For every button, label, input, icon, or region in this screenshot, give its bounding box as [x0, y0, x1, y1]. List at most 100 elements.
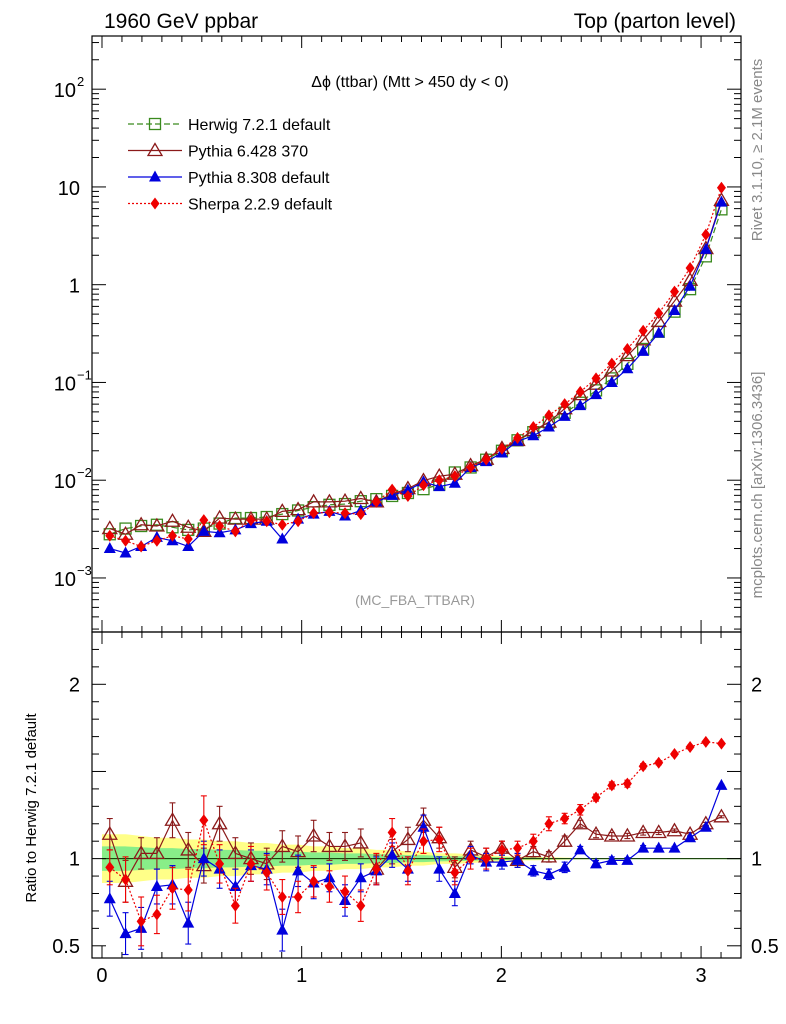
- ratio-point-pythia6: [321, 838, 338, 853]
- x-tick-label: 2: [496, 965, 507, 987]
- y-tick-label: 10 2: [54, 74, 84, 102]
- svg-text:10: 10: [54, 373, 76, 395]
- data-point-sherpa: [591, 372, 601, 385]
- ratio-point-sherpa: [607, 779, 617, 792]
- ratio-point-pythia8: [119, 927, 132, 939]
- legend-entry-sherpa: Sherpa 2.2.9 default: [128, 197, 333, 214]
- series-line-pythia6: [109, 200, 723, 535]
- data-point-pythia8: [605, 375, 618, 387]
- data-point-sherpa: [277, 518, 287, 531]
- data-point-sherpa: [403, 489, 413, 502]
- ratio-point-sherpa: [340, 885, 350, 898]
- data-point-pythia8: [637, 344, 650, 356]
- legend-label-herwig: Herwig 7.2.1 default: [188, 117, 331, 134]
- ratio-point-sherpa: [638, 760, 648, 773]
- ratio-point-pythia6: [556, 832, 573, 847]
- ratio-point-pythia8: [668, 841, 681, 853]
- data-point-sherpa: [324, 506, 334, 519]
- data-point-sherpa: [152, 534, 162, 547]
- header-right: Top (parton level): [574, 10, 736, 33]
- data-point-pythia6: [336, 492, 354, 507]
- svg-text:−2: −2: [77, 465, 92, 480]
- legend-label-pythia6: Pythia 6.428 370: [188, 144, 308, 161]
- ratio-point-sherpa: [466, 852, 476, 865]
- data-point-pythia6: [650, 313, 667, 328]
- main-series-layer: [101, 181, 730, 558]
- ratio-point-sherpa: [685, 741, 695, 754]
- data-point-sherpa: [716, 181, 726, 194]
- ratio-point-sherpa: [575, 803, 585, 816]
- ratio-point-sherpa: [591, 791, 601, 804]
- legend-entry-pythia8: Pythia 8.308 default: [128, 170, 330, 187]
- ratio-point-sherpa: [622, 777, 632, 790]
- ratio-point-pythia8: [542, 867, 555, 879]
- ratio-point-sherpa: [528, 835, 538, 848]
- ratio-point-pythia8: [292, 864, 305, 876]
- data-point-sherpa: [136, 540, 146, 553]
- ratio-line-pythia6: [109, 816, 722, 883]
- ratio-point-pythia8: [103, 892, 116, 904]
- y-tick-label: 10 −3: [54, 563, 92, 591]
- ratio-point-pythia8: [621, 853, 634, 865]
- ratio-y-tick-label: 1: [69, 849, 80, 871]
- series-line-sherpa: [109, 187, 722, 548]
- data-point-sherpa: [387, 483, 397, 496]
- ratio-point-sherpa: [670, 748, 680, 761]
- ratio-point-pythia6: [619, 827, 636, 842]
- data-point-sherpa: [638, 324, 648, 337]
- data-point-sherpa: [481, 453, 491, 466]
- watermark: (MC_FBA_TTBAR): [355, 592, 475, 608]
- data-point-sherpa: [685, 262, 695, 275]
- data-point-sherpa: [215, 520, 225, 533]
- data-point-pythia6: [180, 518, 197, 533]
- data-point-sherpa: [654, 307, 664, 320]
- data-point-pythia8: [684, 279, 697, 291]
- ratio-series-pythia8: [103, 778, 728, 956]
- x-tick-label: 3: [695, 965, 706, 987]
- svg-text:1: 1: [69, 276, 80, 298]
- ratio-point-pythia8: [386, 848, 399, 860]
- data-point-pythia6: [352, 490, 369, 505]
- ratio-point-pythia8: [715, 778, 728, 790]
- legend-label-pythia8: Pythia 8.308 default: [188, 170, 330, 187]
- x-tick-label: 1: [296, 965, 307, 987]
- svg-text:10: 10: [54, 569, 76, 591]
- ratio-point-pythia6: [572, 815, 589, 830]
- data-point-sherpa: [246, 514, 256, 527]
- ratio-point-pythia6: [635, 824, 652, 839]
- ratio-point-pythia8: [574, 843, 587, 855]
- data-point-pythia8: [668, 303, 681, 315]
- data-point-pythia8: [558, 409, 571, 421]
- data-point-sherpa: [293, 515, 303, 528]
- data-point-sherpa: [230, 525, 240, 538]
- ratio-y-tick-label: 0.5: [52, 936, 80, 958]
- ratio-line-sherpa: [109, 741, 722, 923]
- ratio-point-pythia6: [305, 827, 322, 842]
- ratio-point-pythia6: [101, 825, 118, 840]
- data-point-pythia8: [448, 476, 461, 488]
- data-point-sherpa: [199, 514, 209, 527]
- ratio-point-sherpa: [183, 884, 193, 897]
- ratio-point-pythia8: [354, 871, 367, 883]
- data-point-sherpa: [167, 529, 177, 542]
- ratio-point-pythia8: [433, 862, 446, 874]
- ratio-point-pythia6: [603, 827, 620, 842]
- data-point-pythia6: [635, 331, 652, 346]
- ratio-point-sherpa: [654, 756, 664, 769]
- data-point-pythia8: [621, 362, 634, 374]
- data-point-sherpa: [466, 461, 476, 474]
- data-point-sherpa: [105, 529, 115, 542]
- ratio-point-sherpa: [701, 735, 711, 748]
- ratio-point-pythia6: [274, 838, 291, 853]
- ratio-point-pythia6: [336, 838, 354, 853]
- ratio-series-layer: [92, 735, 741, 956]
- data-point-pythia6: [305, 493, 322, 508]
- series-herwig: [103, 203, 728, 541]
- ratio-point-pythia8: [495, 855, 508, 867]
- ratio-point-sherpa: [418, 835, 428, 848]
- data-point-sherpa: [418, 479, 428, 492]
- legend-marker-pythia8: [149, 170, 161, 182]
- ratio-point-sherpa: [309, 875, 319, 888]
- ratio-point-sherpa: [560, 812, 570, 825]
